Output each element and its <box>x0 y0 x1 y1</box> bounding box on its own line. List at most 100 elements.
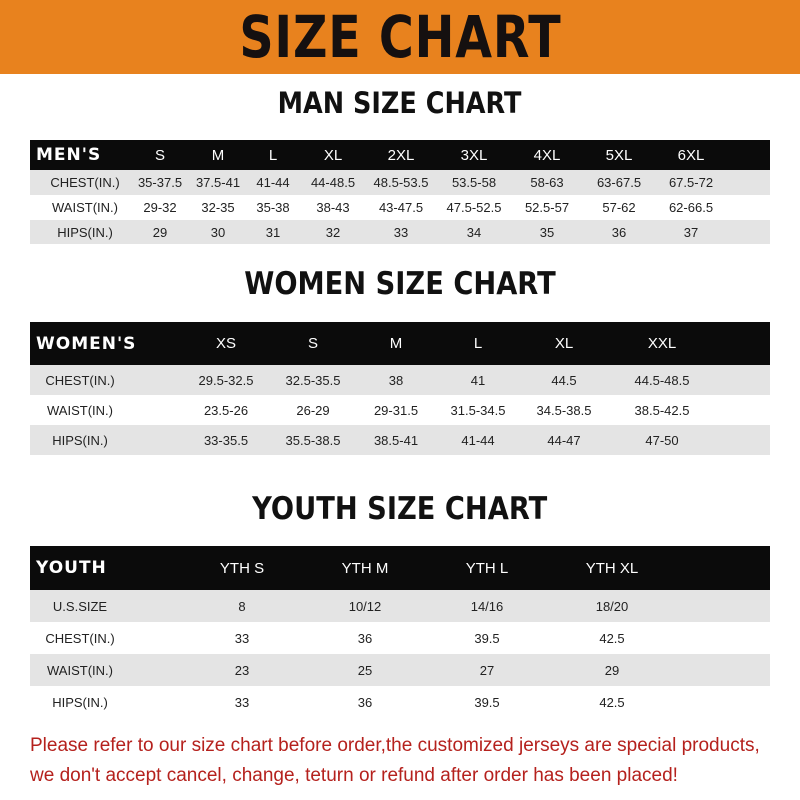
measurement-label: WAIST(IN.) <box>47 402 113 418</box>
measurement-label: CHEST(IN.) <box>45 372 115 388</box>
table-row: WAIST(IN.) 29-32 32-35 35-38 38-43 43-47.5 47.… <box>30 195 770 220</box>
table-cell: 39.5 <box>474 630 500 646</box>
table-cell: 35-38 <box>256 200 290 215</box>
table-cell: 38.5-41 <box>373 432 419 448</box>
youth-header-row: YOUTH YTH S YTH M YTH L YTH XL <box>30 546 770 590</box>
table-cell: 41 <box>470 372 486 388</box>
size-header-cell: L <box>268 146 278 164</box>
size-header-cell: XS <box>215 335 237 352</box>
table-cell: 37 <box>683 224 699 240</box>
table-cell: 10/12 <box>348 598 382 614</box>
men-size-table: MEN'S S M L XL 2XL 3XL 4XL 5XL 6XL CHEST(IN.) 35-37… <box>30 140 770 244</box>
measurement-label: HIPS(IN.) <box>52 694 108 710</box>
table-cell: 57-62 <box>602 200 636 215</box>
size-header-cell: 4XL <box>533 146 561 164</box>
table-cell: 35-37.5 <box>137 175 183 190</box>
size-header-cell: YTH XL <box>585 559 639 577</box>
table-cell: 35 <box>539 224 555 240</box>
measurement-label: HIPS(IN.) <box>57 224 113 240</box>
table-cell: 33 <box>234 630 250 646</box>
table-cell: 36 <box>611 224 627 240</box>
youth-section-title: YOUTH SIZE CHART <box>252 491 548 527</box>
table-cell: 35.5-38.5 <box>285 432 341 448</box>
table-row: CHEST(IN.) 33 36 39.5 42.5 <box>30 622 770 654</box>
men-section-title: MAN SIZE CHART <box>278 86 522 120</box>
table-cell: 29 <box>604 662 620 678</box>
size-chart-banner: SIZE CHART <box>0 0 800 74</box>
size-header-cell: 2XL <box>387 146 415 164</box>
size-header-cell: YTH M <box>341 559 389 577</box>
table-cell: 33 <box>234 694 250 710</box>
table-cell: 37.5-41 <box>195 175 241 190</box>
table-cell: 36 <box>357 630 373 646</box>
youth-size-table: YOUTH YTH S YTH M YTH L YTH XL U.S.SIZE 8 10/12… <box>30 546 770 718</box>
table-cell: 27 <box>479 662 495 678</box>
women-header-row: WOMEN'S XS S M L XL XXL <box>30 322 770 365</box>
table-cell: 62-66.5 <box>668 200 714 215</box>
size-header-cell: S <box>154 146 166 164</box>
table-cell: 41-44 <box>461 432 495 448</box>
banner-title: SIZE CHART <box>238 3 562 71</box>
size-header-cell: 5XL <box>605 146 633 164</box>
table-cell: 31 <box>265 224 281 240</box>
size-header-cell: S <box>307 335 319 352</box>
size-header-cell: M <box>211 146 225 164</box>
table-cell: 38-43 <box>316 200 350 215</box>
table-cell: 14/16 <box>470 598 504 614</box>
table-cell: 63-67.5 <box>596 175 642 190</box>
women-section-title: WOMEN SIZE CHART <box>244 266 556 302</box>
measurement-label: WAIST(IN.) <box>47 662 113 678</box>
table-cell: 29-32 <box>143 200 177 215</box>
table-cell: 44-48.5 <box>310 175 356 190</box>
table-cell: 33 <box>393 224 409 240</box>
table-row: HIPS(IN.) 33 36 39.5 42.5 <box>30 686 770 718</box>
table-cell: 31.5-34.5 <box>450 402 506 418</box>
table-title-cell: MEN'S <box>36 145 102 165</box>
measurement-label: CHEST(IN.) <box>50 175 120 190</box>
table-cell: 33-35.5 <box>203 432 249 448</box>
notice-line-2: we don't accept cancel, change, teturn o… <box>30 765 678 786</box>
table-cell: 38.5-42.5 <box>634 402 690 418</box>
table-cell: 23.5-26 <box>203 402 249 418</box>
table-cell: 32 <box>325 224 341 240</box>
table-cell: 30 <box>210 224 226 240</box>
measurement-label: WAIST(IN.) <box>52 200 118 215</box>
men-header-row: MEN'S S M L XL 2XL 3XL 4XL 5XL 6XL <box>30 140 770 170</box>
table-row: CHEST(IN.) 29.5-32.5 32.5-35.5 38 41 44.5 44.5… <box>30 365 770 395</box>
size-header-cell: XXL <box>647 335 677 352</box>
table-row: WAIST(IN.) 23.5-26 26-29 29-31.5 31.5-34.5 34… <box>30 395 770 425</box>
women-size-table: WOMEN'S XS S M L XL XXL CHEST(IN.) 29.5-32.5 32.5… <box>30 322 770 455</box>
size-header-cell: 6XL <box>677 146 705 164</box>
measurement-label: HIPS(IN.) <box>52 432 108 448</box>
table-title-cell: YOUTH <box>36 558 107 578</box>
table-cell: 36 <box>357 694 373 710</box>
measurement-label: U.S.SIZE <box>52 598 108 614</box>
table-cell: 29.5-32.5 <box>198 372 254 388</box>
table-cell: 42.5 <box>599 630 625 646</box>
size-header-cell: XL <box>323 146 343 164</box>
table-cell: 44-47 <box>547 432 581 448</box>
table-cell: 34 <box>466 224 482 240</box>
size-header-cell: M <box>389 335 403 352</box>
table-cell: 58-63 <box>530 175 564 190</box>
size-header-cell: 3XL <box>460 146 488 164</box>
table-cell: 43-47.5 <box>378 200 424 215</box>
table-cell: 42.5 <box>599 694 625 710</box>
table-cell: 32-35 <box>201 200 235 215</box>
table-cell: 47.5-52.5 <box>446 200 502 215</box>
notice-line-1: Please refer to our size chart before or… <box>30 735 760 756</box>
table-cell: 47-50 <box>645 432 679 448</box>
table-cell: 25 <box>357 662 373 678</box>
size-header-cell: YTH L <box>465 559 509 577</box>
table-cell: 29 <box>152 224 168 240</box>
table-cell: 52.5-57 <box>524 200 570 215</box>
table-row: HIPS(IN.) 29 30 31 32 33 34 35 36 37 <box>30 220 770 244</box>
table-row: WAIST(IN.) 23 25 27 29 <box>30 654 770 686</box>
size-header-cell: XL <box>554 335 574 352</box>
table-cell: 67.5-72 <box>668 175 714 190</box>
table-cell: 38 <box>388 372 404 388</box>
table-cell: 34.5-38.5 <box>536 402 592 418</box>
table-cell: 18/20 <box>595 598 629 614</box>
table-cell: 41-44 <box>256 175 290 190</box>
table-row: HIPS(IN.) 33-35.5 35.5-38.5 38.5-41 41-44 44-… <box>30 425 770 455</box>
